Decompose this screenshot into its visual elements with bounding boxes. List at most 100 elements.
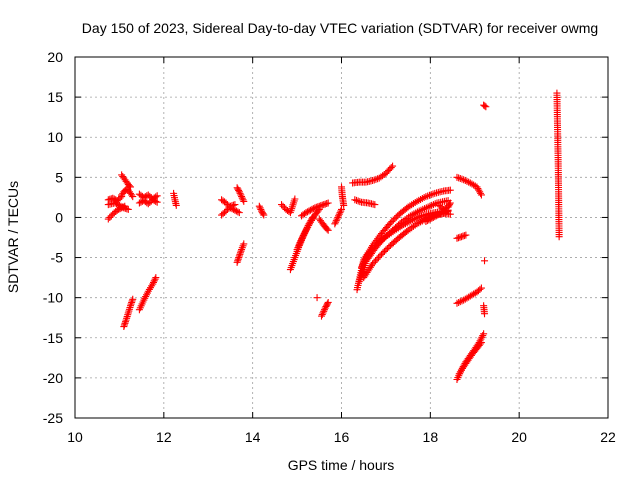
data-point (426, 215, 434, 223)
data-point (152, 274, 160, 282)
data-point (120, 321, 128, 329)
data-point (236, 249, 244, 257)
data-point (255, 202, 263, 210)
data-point (379, 249, 387, 257)
data-point (125, 182, 133, 190)
data-point (259, 210, 267, 218)
data-point (480, 330, 488, 338)
data-point (128, 191, 136, 199)
data-point (235, 254, 243, 262)
data-point (382, 246, 390, 254)
data-point (405, 218, 413, 226)
data-point (298, 235, 306, 243)
data-point (332, 218, 340, 226)
data-point (463, 177, 471, 185)
data-point (482, 103, 490, 111)
data-point (376, 252, 384, 260)
data-point (222, 207, 230, 215)
data-point (297, 237, 305, 245)
data-point (415, 219, 423, 227)
data-point (369, 260, 377, 268)
data-point (240, 197, 248, 205)
data-point (239, 196, 247, 204)
data-point (295, 242, 303, 250)
data-point (371, 201, 379, 209)
data-point (432, 212, 440, 220)
data-point (477, 284, 485, 292)
data-point (389, 162, 397, 170)
data-point (425, 191, 433, 199)
data-point (446, 186, 454, 194)
data-point (411, 221, 419, 229)
data-point (233, 258, 241, 266)
data-point (128, 298, 136, 306)
data-point (235, 252, 243, 260)
y-tick-labels: -25 -20 -15 -10 -5 0 5 10 15 20 (43, 49, 63, 426)
y-tick-label: 0 (55, 209, 63, 225)
data-point (476, 285, 484, 293)
data-point (302, 226, 310, 234)
x-tick-label: 12 (156, 429, 172, 445)
data-point (319, 309, 327, 317)
data-point (416, 213, 424, 221)
data-point (555, 233, 563, 241)
data-point (383, 244, 391, 252)
data-point (409, 222, 417, 230)
data-point (372, 175, 380, 183)
data-point (477, 339, 485, 347)
data-point (429, 213, 437, 221)
data-point (456, 298, 464, 306)
data-point (369, 177, 377, 185)
data-point (143, 291, 151, 299)
data-point (149, 196, 157, 204)
data-point (373, 255, 381, 263)
data-point (231, 201, 239, 209)
data-point (320, 307, 328, 315)
data-point (116, 194, 124, 202)
data-point (295, 240, 303, 248)
data-point (321, 304, 329, 312)
data-point (222, 199, 230, 207)
data-point (305, 221, 313, 229)
y-tick-label: 5 (55, 169, 63, 185)
data-point (394, 224, 402, 232)
data-point (234, 208, 242, 216)
data-point (235, 209, 243, 217)
data-point (370, 258, 378, 266)
data-point (431, 213, 439, 221)
data-point (106, 213, 114, 221)
data-point (424, 203, 432, 211)
data-point (474, 185, 482, 193)
data-point (115, 201, 123, 209)
data-point (149, 280, 157, 288)
data-point (414, 213, 422, 221)
data-point (418, 195, 426, 203)
data-point (458, 175, 466, 183)
data-point (294, 244, 302, 252)
data-point (335, 212, 343, 220)
data-point (323, 225, 331, 233)
data-point (333, 215, 341, 223)
data-point (406, 225, 414, 233)
data-point (413, 197, 421, 205)
data-point (318, 311, 326, 319)
data-point (391, 226, 399, 234)
data-point (129, 295, 137, 303)
data-point (323, 300, 331, 308)
data-point (236, 189, 244, 197)
data-point (413, 220, 421, 228)
data-point (153, 198, 161, 206)
data-point (393, 225, 401, 233)
data-points (104, 89, 563, 383)
grid-lines (75, 57, 608, 418)
x-tick-label: 20 (511, 429, 527, 445)
data-point (152, 197, 160, 205)
data-point (303, 225, 311, 233)
data-point (429, 190, 437, 198)
data-point (408, 224, 416, 232)
x-tick-labels: 10 12 14 16 18 20 22 (67, 429, 616, 445)
data-point (118, 203, 126, 211)
data-point (336, 209, 344, 217)
data-point (113, 206, 121, 214)
data-point (475, 186, 483, 194)
